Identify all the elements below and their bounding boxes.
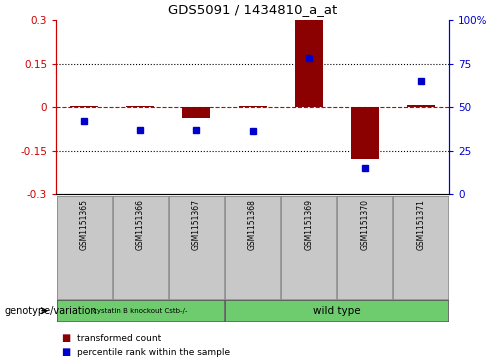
Text: GSM1151365: GSM1151365 xyxy=(80,199,89,250)
Text: GSM1151369: GSM1151369 xyxy=(304,199,313,250)
Text: ■: ■ xyxy=(61,333,70,343)
Text: percentile rank within the sample: percentile rank within the sample xyxy=(77,348,230,356)
Text: GSM1151368: GSM1151368 xyxy=(248,199,257,250)
Bar xyxy=(126,106,154,107)
Bar xyxy=(239,106,266,107)
Text: GSM1151371: GSM1151371 xyxy=(416,199,426,250)
Text: wild type: wild type xyxy=(313,306,361,316)
Bar xyxy=(183,107,210,118)
Text: GSM1151366: GSM1151366 xyxy=(136,199,145,250)
Text: transformed count: transformed count xyxy=(77,334,161,343)
Title: GDS5091 / 1434810_a_at: GDS5091 / 1434810_a_at xyxy=(168,3,337,16)
Text: ■: ■ xyxy=(61,347,70,357)
Text: cystatin B knockout Cstb-/-: cystatin B knockout Cstb-/- xyxy=(93,308,187,314)
Text: genotype/variation: genotype/variation xyxy=(5,306,98,316)
Bar xyxy=(351,107,379,159)
Text: GSM1151367: GSM1151367 xyxy=(192,199,201,250)
Bar xyxy=(295,20,323,107)
Bar xyxy=(70,106,98,107)
Text: GSM1151370: GSM1151370 xyxy=(360,199,369,250)
Bar xyxy=(407,105,435,107)
